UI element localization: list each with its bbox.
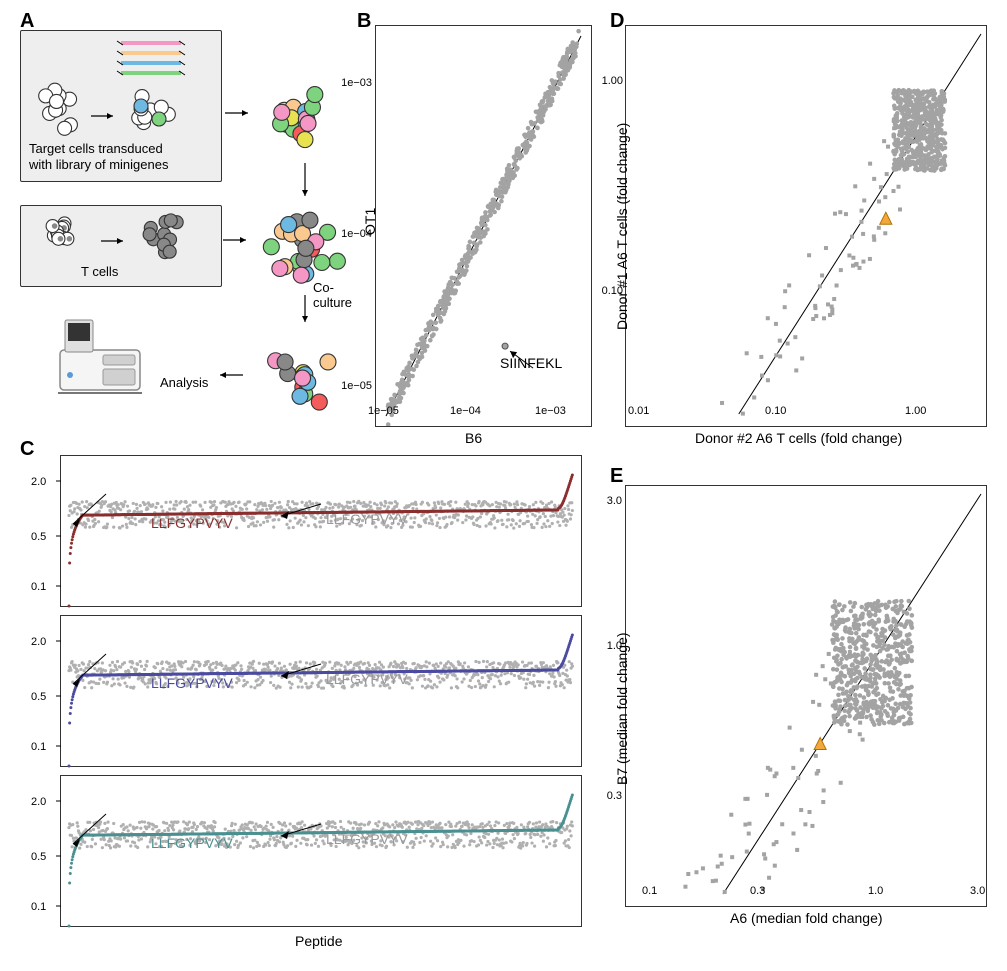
panel-d-svg — [626, 26, 986, 426]
svg-text:0.5: 0.5 — [31, 691, 46, 703]
panel-d-xlabel: Donor #2 A6 T cells (fold change) — [695, 430, 902, 446]
svg-text:0.5: 0.5 — [31, 531, 46, 543]
panel-a-top-box: Target cells transduced with library of … — [20, 30, 222, 182]
panel-a-tcell-svg — [21, 206, 221, 286]
d-ytick-1: 1.00 — [597, 75, 623, 87]
panel-e-xlabel: A6 (median fold change) — [730, 910, 883, 926]
sequencer-icon — [55, 315, 150, 405]
white-cells-1 — [39, 83, 78, 135]
svg-text:2.0: 2.0 — [31, 636, 46, 648]
panel-a-tcell-box: T cells — [20, 205, 222, 287]
b-ytick-0: 1e−05 — [337, 380, 372, 392]
e-xtick-3: 3.0 — [970, 885, 985, 897]
d-ytick-0: 0.10 — [597, 285, 623, 297]
d-xtick-1: 0.10 — [765, 405, 786, 417]
panel-c-sub-0-svg: 0.10.52.0LLFGYPVYVLLFGYPVYV — [61, 456, 581, 606]
b-xtick-0: 1e−05 — [368, 405, 399, 417]
svg-text:LLFGYPVYV: LLFGYPVYV — [151, 675, 233, 691]
analysis-cluster — [245, 330, 360, 420]
b-ytick-2: 1e−03 — [337, 77, 372, 89]
panel-c: 0.10.52.0LLFGYPVYVLLFGYPVYV 0.10.52.0LLF… — [20, 445, 590, 955]
svg-text:0.1: 0.1 — [31, 901, 46, 913]
panel-e — [625, 485, 987, 907]
panel-c-sub-2: 0.10.52.0LLFGYPVYVLLFGYPVYV — [60, 775, 582, 927]
tcells-gray — [143, 214, 183, 259]
panel-d — [625, 25, 987, 427]
panel-c-sub-0: 0.10.52.0LLFGYPVYVLLFGYPVYV — [60, 455, 582, 607]
tcells-white — [46, 217, 74, 245]
svg-text:LLFGYPVYV: LLFGYPVYV — [326, 511, 408, 527]
e-ytick-0: 0.3 — [600, 790, 622, 802]
panel-label-d: D — [610, 10, 624, 33]
panel-b-xlabel: B6 — [465, 430, 482, 446]
panel-c-sub-1: 0.10.52.0LLFGYPVYVLLFGYPVYV — [60, 615, 582, 767]
panel-label-e: E — [610, 465, 623, 488]
e-xtick-0: 0.1 — [642, 885, 657, 897]
d-xtick-0: 0.01 — [628, 405, 649, 417]
svg-text:0.5: 0.5 — [31, 851, 46, 863]
siinfekl-annotation: SIINFEKL — [500, 355, 562, 371]
panel-a-text1: Target cells transduced — [29, 141, 163, 156]
panel-a-text4: Co-culture — [313, 280, 365, 310]
minigene-lines — [117, 41, 185, 75]
e-xtick-2: 1.0 — [868, 885, 883, 897]
arrow-down-1 — [295, 160, 315, 205]
panel-d-ylabel: Donor #1 A6 T cells (fold change) — [614, 123, 630, 330]
panel-c-sub-2-svg: 0.10.52.0LLFGYPVYVLLFGYPVYV — [61, 776, 581, 926]
b-ytick-1: 1e−04 — [337, 228, 372, 240]
figure-container: A B C D E — [10, 10, 997, 961]
arrow-seq — [210, 365, 250, 385]
e-ytick-1: 1.0 — [600, 640, 622, 652]
panel-c-xlabel: Peptide — [295, 933, 342, 949]
e-ytick-2: 3.0 — [600, 495, 622, 507]
panel-e-ylabel: B7 (median fold change) — [614, 632, 630, 785]
svg-text:2.0: 2.0 — [31, 796, 46, 808]
svg-text:LLFGYPVYV: LLFGYPVYV — [151, 515, 233, 531]
svg-text:0.1: 0.1 — [31, 581, 46, 593]
svg-text:LLFGYPVYV: LLFGYPVYV — [326, 671, 408, 687]
cells-2 — [132, 90, 176, 130]
arrow-down-2 — [295, 292, 315, 332]
d-xtick-2: 1.00 — [905, 405, 926, 417]
panel-a-text3: T cells — [81, 264, 118, 279]
svg-text:2.0: 2.0 — [31, 476, 46, 488]
panel-a-text2: with library of minigenes — [29, 157, 168, 172]
b-xtick-1: 1e−04 — [450, 405, 481, 417]
panel-e-svg — [626, 486, 986, 906]
b-xtick-2: 1e−03 — [535, 405, 566, 417]
panel-a: Target cells transduced with library of … — [20, 30, 365, 420]
e-xtick-1: 0.3 — [750, 885, 765, 897]
svg-text:0.1: 0.1 — [31, 741, 46, 753]
panel-c-sub-1-svg: 0.10.52.0LLFGYPVYVLLFGYPVYV — [61, 616, 581, 766]
panel-a-text5: Analysis — [160, 375, 208, 390]
